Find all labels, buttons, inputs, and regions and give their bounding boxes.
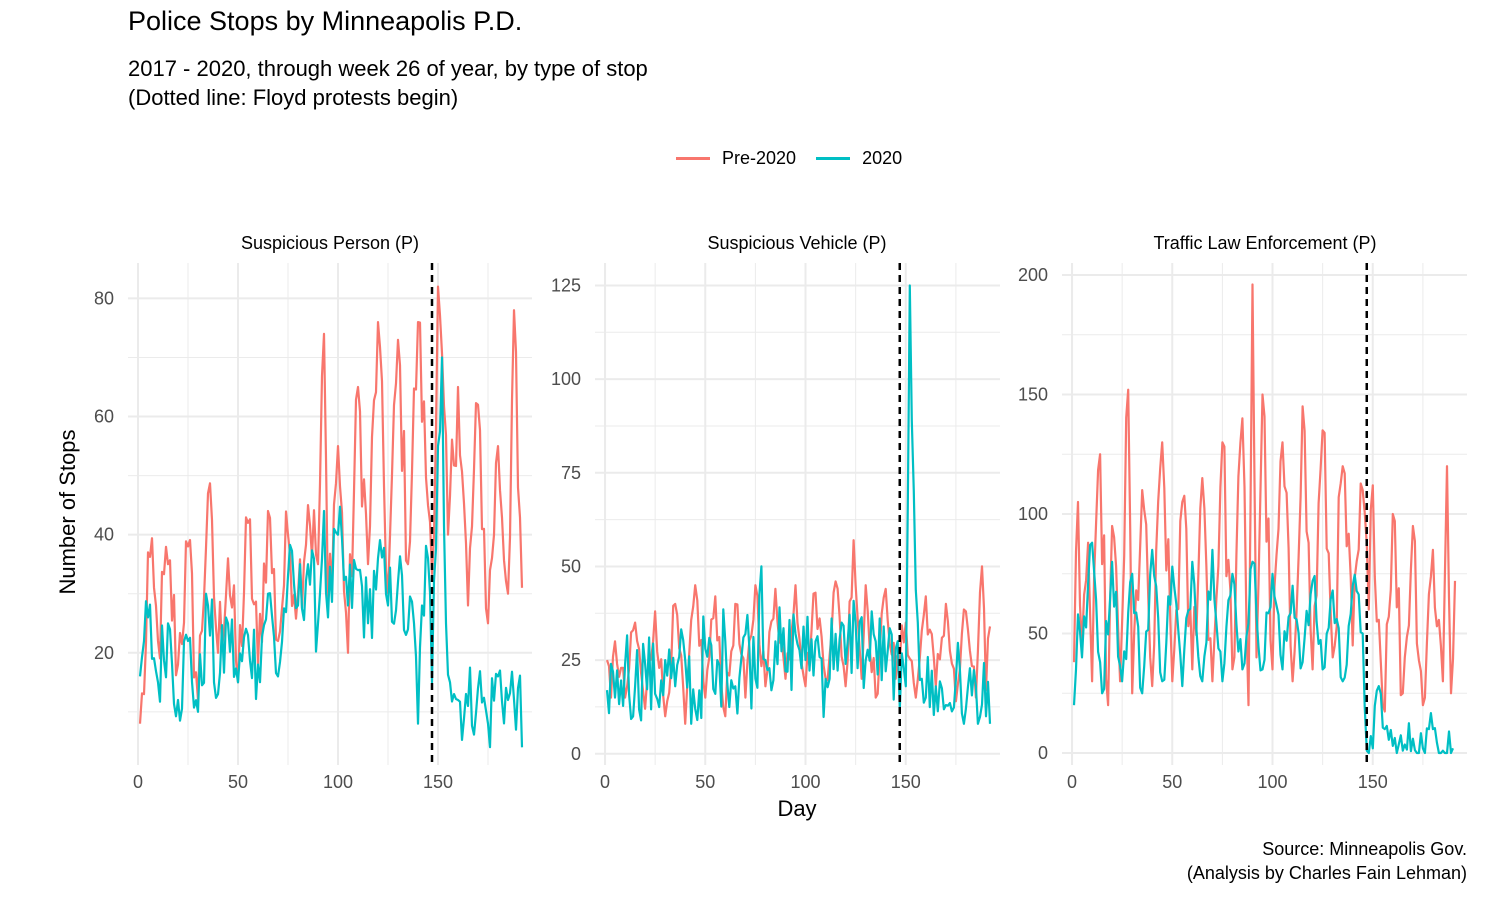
caption-line-2: (Analysis by Charles Fain Lehman)	[1186, 863, 1467, 883]
legend: Pre-2020 2020	[676, 148, 922, 169]
legend-label-pre2020: Pre-2020	[722, 148, 797, 168]
panel-3-x-tick-label: 0	[1067, 772, 1077, 792]
chart-title: Police Stops by Minneapolis P.D.	[128, 6, 523, 36]
legend-item-pre2020: Pre-2020	[676, 148, 796, 169]
panel-2-x-tick-label: 150	[891, 772, 921, 792]
panel-1-x-tick-label: 150	[423, 772, 453, 792]
panel-1-x-tick-label: 0	[133, 772, 143, 792]
panel-3-y-tick-label: 50	[1028, 624, 1048, 644]
caption: Source: Minneapolis Gov. (Analysis by Ch…	[1187, 837, 1467, 885]
caption-line-1: Source: Minneapolis Gov.	[1262, 839, 1467, 859]
panel-3-y-tick-label: 0	[1038, 743, 1048, 763]
panel-1-x-tick-label: 100	[323, 772, 353, 792]
panel-2-x-tick-label: 100	[790, 772, 820, 792]
legend-label-2020: 2020	[862, 148, 903, 168]
panel-1-y-tick-label: 60	[94, 407, 114, 427]
panel-2-y-tick-label: 75	[561, 463, 581, 483]
panel-2-y-tick-label: 100	[551, 369, 581, 389]
subtitle-line-1: 2017 - 2020, through week 26 of year, by…	[128, 56, 648, 81]
panel-2-y-tick-label: 0	[571, 744, 581, 764]
panel-2-x-tick-label: 50	[695, 772, 715, 792]
panel-3-x-tick-label: 50	[1162, 772, 1182, 792]
panel-2-y-tick-label: 25	[561, 650, 581, 670]
panel-1-series-pre2020-line	[138, 285, 524, 724]
panel-1-y-tick-label: 80	[94, 288, 114, 308]
legend-item-2020: 2020	[816, 148, 902, 169]
panel-1-y-tick-label: 40	[94, 525, 114, 545]
subtitle-line-2: (Dotted line: Floyd protests begin)	[128, 85, 459, 110]
panel-3-x-tick-label: 150	[1358, 772, 1388, 792]
panel-2-y-tick-label: 125	[551, 275, 581, 295]
legend-key-2020	[816, 157, 851, 160]
panel-title-suspicious-person: Suspicious Person (P)	[240, 233, 420, 253]
panel-3-y-tick-label: 200	[1018, 265, 1048, 285]
panel-3-series-pre2020-line	[1072, 283, 1457, 713]
panel-3-y-tick-label: 150	[1018, 384, 1048, 404]
panel-2-y-tick-label: 50	[561, 556, 581, 576]
chart-subtitle: 2017 - 2020, through week 26 of year, by…	[128, 54, 648, 112]
panel-title-traffic-law: Traffic Law Enforcement (P)	[1153, 233, 1377, 253]
panel-3-y-tick-label: 100	[1018, 504, 1048, 524]
panel-title-suspicious-vehicle: Suspicious Vehicle (P)	[707, 233, 887, 253]
panel-3-x-tick-label: 100	[1257, 772, 1287, 792]
panel-1-x-tick-label: 50	[228, 772, 248, 792]
panel-3-series-2020-line	[1072, 541, 1455, 755]
panel-1-y-tick-label: 20	[94, 643, 114, 663]
panel-1-series-2020-line	[138, 356, 524, 749]
panel-2-x-tick-label: 0	[600, 772, 610, 792]
panel-2-series-2020-line	[605, 284, 992, 725]
legend-key-pre2020	[676, 157, 710, 160]
x-axis-label: Day	[777, 796, 817, 821]
